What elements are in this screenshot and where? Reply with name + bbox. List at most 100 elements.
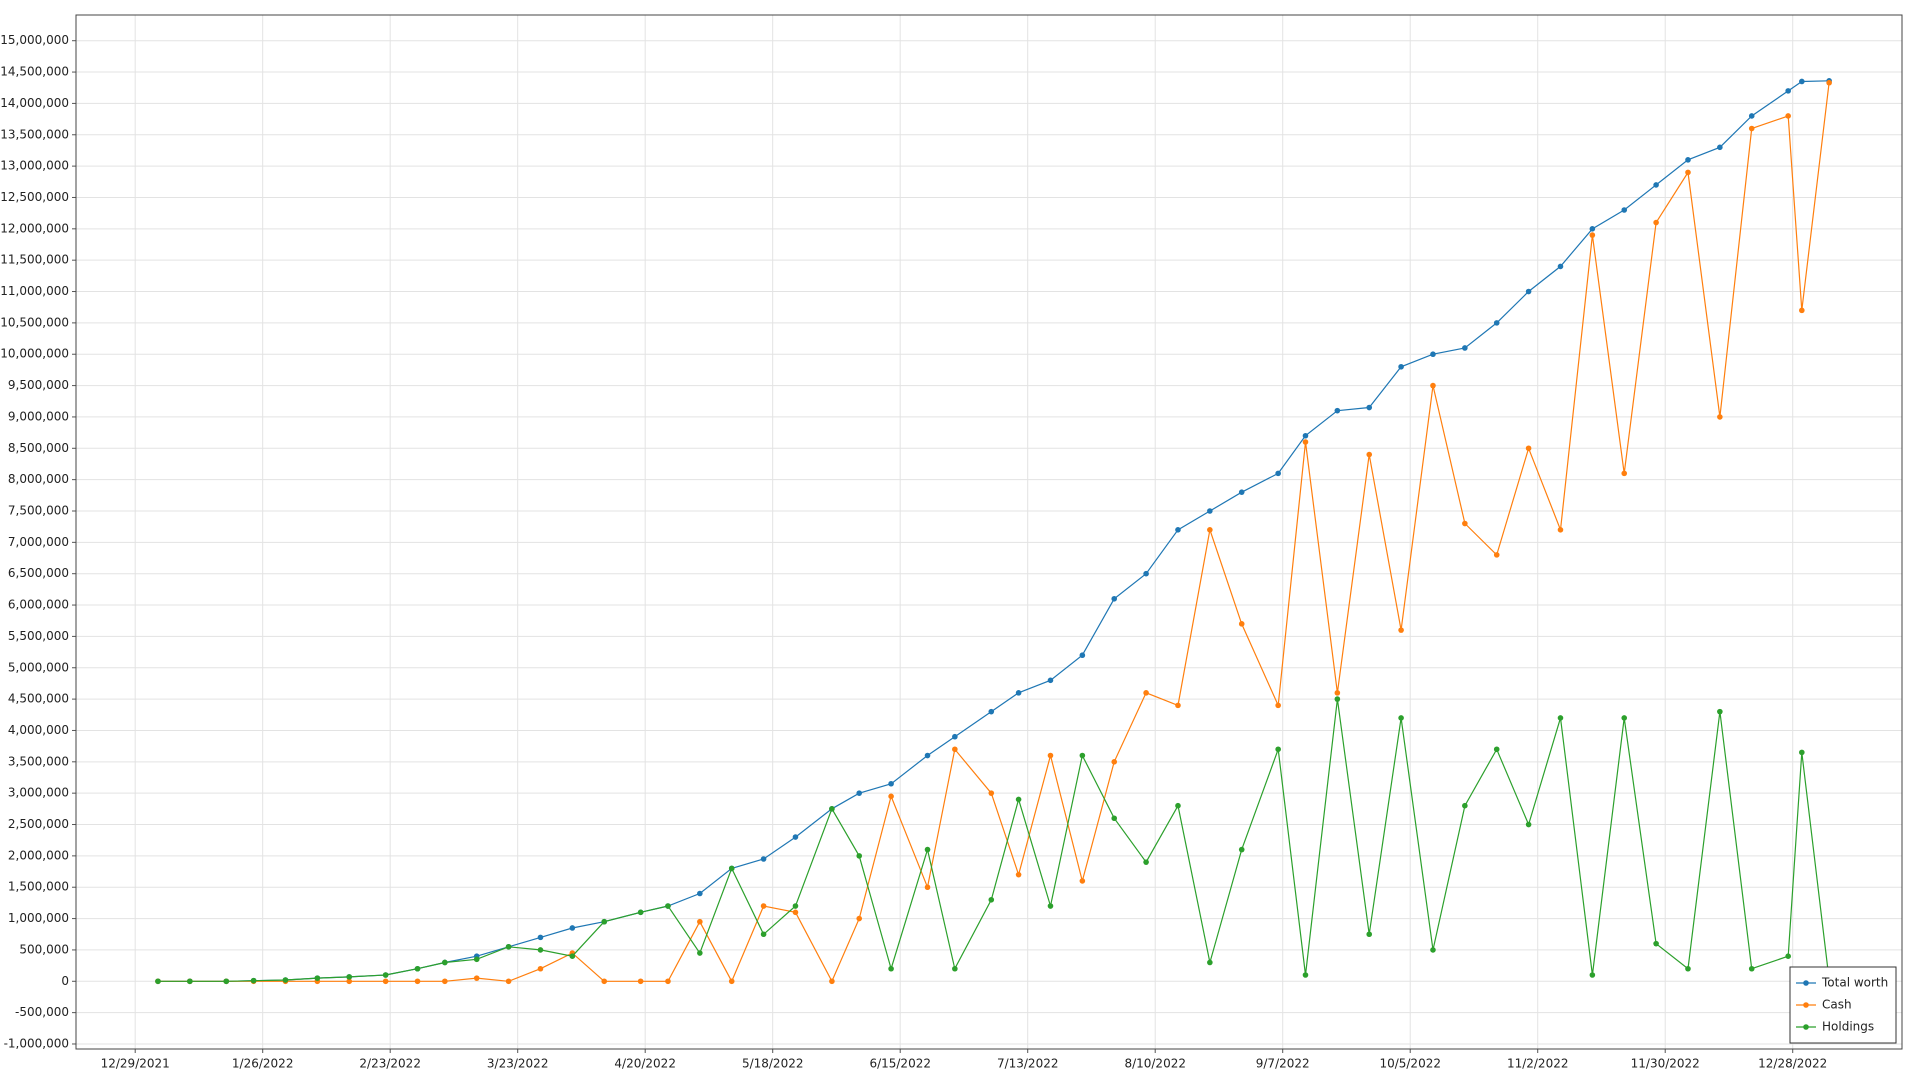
x-tick-label: 6/15/2022 bbox=[869, 1057, 931, 1071]
y-tick-label: -1,000,000 bbox=[4, 1036, 69, 1050]
x-tick-label: 8/10/2022 bbox=[1124, 1057, 1186, 1071]
data-point bbox=[1685, 965, 1691, 972]
data-point bbox=[1111, 759, 1118, 765]
data-point bbox=[728, 978, 735, 985]
data-point bbox=[665, 978, 671, 985]
data-point bbox=[637, 978, 644, 985]
y-tick-label: 14,500,000 bbox=[0, 65, 69, 79]
y-tick-label: 12,500,000 bbox=[0, 190, 69, 204]
data-point bbox=[1653, 182, 1659, 188]
data-point bbox=[1525, 445, 1532, 452]
legend-marker bbox=[1803, 1002, 1809, 1008]
data-point bbox=[1334, 690, 1341, 696]
data-point bbox=[1525, 821, 1532, 828]
data-point bbox=[346, 974, 353, 980]
y-tick-label: 12,000,000 bbox=[0, 221, 69, 235]
y-tick-label: -500,000 bbox=[15, 1005, 69, 1019]
series-line bbox=[158, 699, 1830, 982]
data-point bbox=[1207, 959, 1213, 966]
data-point bbox=[250, 977, 257, 984]
x-tick-label: 7/13/2022 bbox=[997, 1057, 1059, 1071]
data-point bbox=[1748, 125, 1755, 132]
data-point bbox=[537, 934, 544, 941]
x-tick-label: 5/18/2022 bbox=[742, 1057, 804, 1071]
data-point bbox=[988, 896, 995, 903]
data-point bbox=[697, 950, 703, 956]
data-point bbox=[155, 978, 161, 985]
data-point bbox=[637, 909, 644, 916]
data-point bbox=[924, 884, 931, 891]
data-point bbox=[223, 978, 230, 985]
data-point bbox=[1589, 972, 1596, 978]
data-point bbox=[1015, 690, 1022, 696]
data-point bbox=[1334, 696, 1341, 702]
y-tick-label: 11,500,000 bbox=[0, 253, 69, 267]
y-tick-label: 500,000 bbox=[19, 942, 69, 956]
data-point bbox=[1175, 802, 1181, 809]
data-point bbox=[952, 746, 958, 753]
plot-frame bbox=[75, 14, 1903, 1050]
data-point bbox=[856, 915, 863, 922]
data-point bbox=[1717, 708, 1723, 715]
data-point bbox=[888, 965, 894, 972]
data-point bbox=[1430, 351, 1436, 358]
data-point bbox=[1207, 527, 1213, 533]
y-tick-label: 2,500,000 bbox=[8, 817, 69, 831]
y-tick-label: 4,500,000 bbox=[8, 692, 69, 706]
data-point bbox=[382, 972, 389, 978]
data-point bbox=[952, 965, 958, 972]
data-point bbox=[665, 903, 671, 909]
x-tick-label: 9/7/2022 bbox=[1256, 1057, 1310, 1071]
data-point bbox=[760, 856, 767, 862]
data-point bbox=[792, 909, 799, 916]
data-point bbox=[1143, 859, 1149, 865]
data-point bbox=[414, 965, 421, 972]
data-point bbox=[829, 978, 835, 985]
data-point bbox=[1079, 652, 1086, 659]
data-point bbox=[1398, 715, 1404, 721]
x-tick-label: 12/28/2022 bbox=[1758, 1057, 1827, 1071]
data-point bbox=[792, 903, 799, 909]
y-tick-label: 5,000,000 bbox=[8, 660, 69, 674]
legend-marker bbox=[1803, 980, 1809, 986]
data-point bbox=[1557, 715, 1564, 721]
data-point bbox=[829, 806, 835, 812]
data-point bbox=[1557, 263, 1564, 270]
y-tick-label: 0 bbox=[61, 974, 69, 988]
data-point bbox=[1015, 796, 1022, 803]
data-point bbox=[1653, 940, 1659, 947]
data-point bbox=[1493, 320, 1500, 326]
data-point bbox=[282, 977, 289, 983]
y-tick-label: 1,500,000 bbox=[8, 880, 69, 894]
data-point bbox=[1525, 288, 1532, 295]
data-point bbox=[1717, 414, 1723, 420]
data-point bbox=[1047, 677, 1054, 684]
x-tick-label: 3/23/2022 bbox=[487, 1057, 549, 1071]
y-tick-label: 11,000,000 bbox=[0, 284, 69, 298]
y-tick-label: 10,000,000 bbox=[0, 347, 69, 361]
x-tick-label: 11/2/2022 bbox=[1507, 1057, 1569, 1071]
data-point bbox=[888, 793, 894, 800]
data-point bbox=[924, 752, 931, 759]
data-point bbox=[1238, 489, 1245, 495]
data-point bbox=[569, 953, 576, 959]
data-point bbox=[1302, 972, 1309, 978]
y-tick-label: 5,500,000 bbox=[8, 629, 69, 643]
data-point bbox=[988, 708, 995, 715]
y-tick-label: 6,000,000 bbox=[8, 598, 69, 612]
data-point bbox=[1621, 715, 1628, 721]
data-point bbox=[187, 978, 193, 985]
data-point bbox=[473, 956, 480, 963]
legend-label: Cash bbox=[1822, 998, 1852, 1012]
x-tick-label: 10/5/2022 bbox=[1379, 1057, 1441, 1071]
series-line bbox=[158, 82, 1830, 983]
data-point bbox=[1462, 802, 1468, 809]
data-point bbox=[1785, 113, 1791, 119]
data-point bbox=[414, 978, 421, 985]
data-point bbox=[1653, 219, 1659, 226]
data-point bbox=[505, 978, 512, 985]
data-point bbox=[1366, 931, 1373, 938]
data-point bbox=[1238, 846, 1245, 853]
